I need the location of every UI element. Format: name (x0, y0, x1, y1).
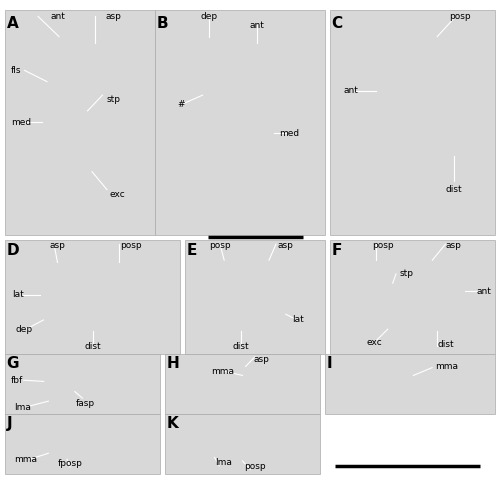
FancyBboxPatch shape (325, 354, 495, 414)
Text: fls: fls (11, 66, 22, 75)
Text: posp: posp (372, 240, 394, 250)
Text: mma: mma (14, 455, 38, 464)
Text: mma: mma (436, 362, 458, 371)
Text: #: # (177, 100, 184, 109)
Text: D: D (7, 243, 20, 258)
Text: lat: lat (12, 290, 24, 299)
Text: exc: exc (110, 190, 126, 199)
Text: J: J (6, 416, 12, 431)
Text: dist: dist (437, 340, 454, 349)
Text: posp: posp (244, 462, 266, 470)
Text: B: B (156, 16, 168, 31)
Text: lma: lma (14, 403, 31, 411)
Text: posp: posp (448, 12, 470, 21)
Text: dist: dist (84, 342, 101, 351)
Text: F: F (332, 243, 342, 258)
Text: ant: ant (477, 287, 492, 296)
Text: med: med (280, 129, 299, 138)
Text: med: med (11, 118, 31, 126)
FancyBboxPatch shape (5, 10, 155, 235)
Text: lat: lat (292, 316, 304, 324)
Text: C: C (332, 16, 343, 31)
Text: fposp: fposp (58, 459, 82, 468)
Text: G: G (6, 356, 19, 371)
Text: asp: asp (446, 240, 462, 250)
Text: H: H (166, 356, 179, 371)
Text: K: K (166, 416, 178, 431)
Text: E: E (186, 243, 197, 258)
Text: ant: ant (250, 21, 264, 30)
FancyBboxPatch shape (185, 240, 325, 354)
Text: exc: exc (366, 339, 382, 347)
Text: asp: asp (105, 12, 121, 21)
Text: I: I (326, 356, 332, 371)
Text: asp: asp (253, 355, 269, 364)
Text: ant: ant (50, 12, 65, 21)
Text: posp: posp (120, 240, 142, 250)
Text: A: A (6, 16, 18, 31)
FancyBboxPatch shape (165, 354, 320, 414)
FancyBboxPatch shape (155, 10, 325, 235)
Text: fasp: fasp (76, 399, 95, 409)
Text: asp: asp (50, 240, 66, 250)
Text: stp: stp (107, 95, 121, 104)
Text: ant: ant (343, 86, 358, 95)
FancyBboxPatch shape (330, 240, 495, 354)
FancyBboxPatch shape (5, 354, 160, 414)
Text: stp: stp (400, 270, 413, 278)
Text: posp: posp (209, 240, 231, 250)
FancyBboxPatch shape (5, 240, 180, 354)
Text: dep: dep (201, 12, 218, 21)
FancyBboxPatch shape (165, 414, 320, 474)
Text: dist: dist (446, 185, 462, 194)
Text: mma: mma (212, 367, 234, 376)
Text: lma: lma (216, 458, 232, 467)
Text: asp: asp (278, 240, 293, 250)
FancyBboxPatch shape (5, 414, 160, 474)
Text: dep: dep (16, 325, 32, 334)
Text: fbf: fbf (11, 376, 24, 385)
FancyBboxPatch shape (330, 10, 495, 235)
Text: dist: dist (232, 342, 250, 351)
